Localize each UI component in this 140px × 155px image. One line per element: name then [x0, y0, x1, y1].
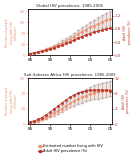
Title: Sub-Saharan Africa HIV prevalence, 1985-2005: Sub-Saharan Africa HIV prevalence, 1985-…: [24, 73, 116, 77]
Y-axis label: Adult HIV
prevalence (%): Adult HIV prevalence (%): [123, 20, 132, 44]
Y-axis label: Number of people
living with HIV
(millions): Number of people living with HIV (millio…: [5, 18, 18, 46]
Title: Global HIV prevalence, 1985-2005: Global HIV prevalence, 1985-2005: [37, 4, 103, 8]
Y-axis label: Adult HIV
prevalence (%): Adult HIV prevalence (%): [122, 89, 130, 113]
Y-axis label: Number of people
living with HIV
(millions): Number of people living with HIV (millio…: [5, 87, 18, 115]
Legend: Estimated number living with HIV, Adult HIV prevalence (%): Estimated number living with HIV, Adult …: [37, 144, 103, 153]
